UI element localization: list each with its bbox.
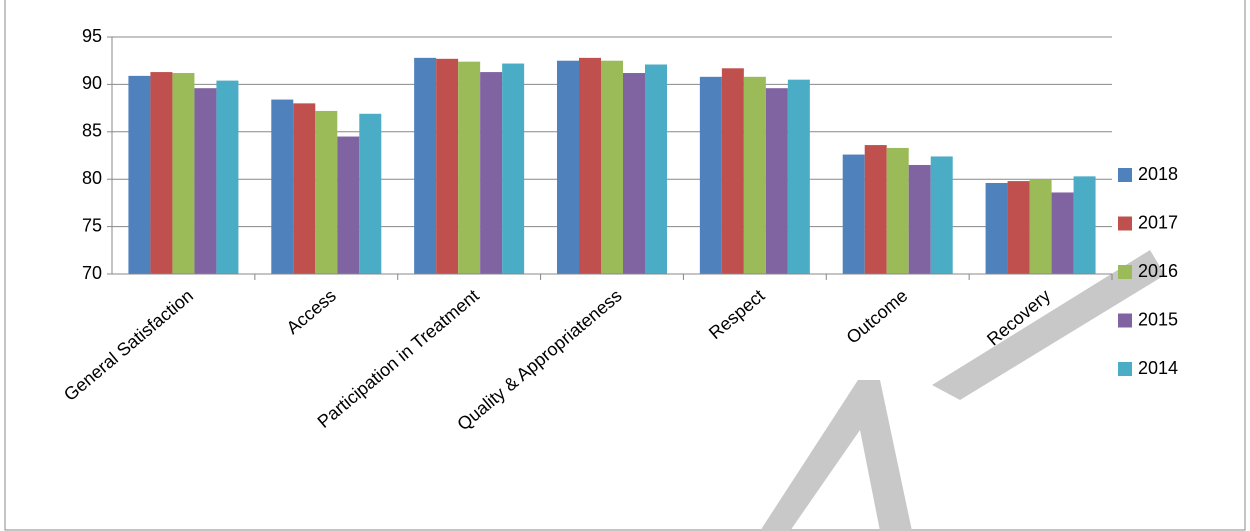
bar <box>721 68 744 274</box>
legend-label: 2016 <box>1138 261 1178 281</box>
legend-swatch <box>1118 216 1132 231</box>
legend-label: 2015 <box>1138 309 1178 329</box>
bar <box>194 88 217 274</box>
bar <box>842 154 865 274</box>
bar <box>337 136 360 274</box>
legend-swatch <box>1118 313 1132 328</box>
bar <box>1051 192 1074 274</box>
bar <box>480 72 503 275</box>
watermark <box>760 250 1165 531</box>
x-tick-label: Quality & Appropriateness <box>453 285 625 434</box>
bar <box>359 113 382 275</box>
y-tick-label: 75 <box>82 215 102 235</box>
bar <box>1029 179 1052 274</box>
bar <box>601 60 623 275</box>
y-tick-label: 80 <box>82 168 102 188</box>
x-tick-label: General Satisfaction <box>60 285 197 405</box>
bar <box>293 103 316 274</box>
bar <box>1007 181 1030 274</box>
legend-swatch <box>1118 362 1132 376</box>
bar <box>557 60 579 275</box>
y-tick-label: 95 <box>82 26 102 46</box>
bar <box>765 88 788 274</box>
chart-border <box>4 0 1246 531</box>
legend-label: 2014 <box>1138 358 1178 378</box>
x-tick-label: Participation in Treatment <box>314 285 483 432</box>
bar <box>216 80 239 274</box>
bar <box>458 61 481 275</box>
bar <box>699 76 722 274</box>
bar <box>315 110 338 274</box>
legend-label: 2018 <box>1138 164 1178 184</box>
bar <box>787 79 810 274</box>
y-tick-label: 70 <box>82 263 102 283</box>
y-tick-label: 85 <box>82 121 102 141</box>
bar <box>502 63 525 274</box>
bar <box>172 73 195 274</box>
bar <box>623 73 645 274</box>
bar <box>1073 176 1096 274</box>
bar <box>645 64 667 274</box>
bar <box>930 156 953 274</box>
legend-swatch <box>1118 168 1132 182</box>
x-tick-label: Respect <box>705 285 768 343</box>
legend-swatch <box>1118 265 1132 279</box>
bar <box>271 99 294 275</box>
bar <box>128 75 151 274</box>
bar <box>436 58 459 274</box>
bar <box>886 147 909 274</box>
legend-label: 2017 <box>1138 212 1178 232</box>
bar <box>414 57 437 274</box>
x-tick-label: Outcome <box>843 285 912 347</box>
y-tick-label: 90 <box>82 73 102 93</box>
bar <box>908 164 931 274</box>
x-tick-label: Access <box>283 285 340 338</box>
bar <box>579 57 601 274</box>
bar <box>864 145 887 274</box>
bar <box>150 72 173 275</box>
bar <box>985 182 1008 274</box>
bar <box>743 76 766 274</box>
